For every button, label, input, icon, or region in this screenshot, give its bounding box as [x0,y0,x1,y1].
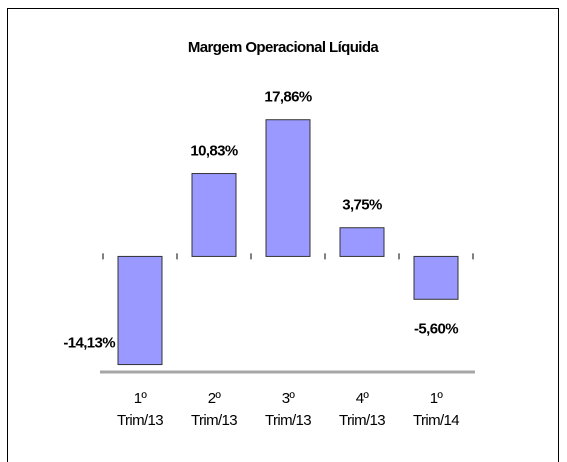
x-tick-label: 4º [356,390,370,407]
x-tick-label: Trim/13 [339,412,385,429]
x-tick-label: 3º [282,390,296,407]
value-label: 17,86% [264,89,312,106]
value-label: 3,75% [342,197,382,214]
bar [265,119,311,257]
bar [413,255,459,300]
value-label: -14,13% [63,335,115,352]
bar [117,255,163,366]
x-tick-label: Trim/14 [413,412,459,429]
x-tick-label: Trim/13 [191,412,237,429]
x-tick-label: Trim/13 [117,412,163,429]
x-tick-label: 2º [208,390,222,407]
chart-title: Margem Operacional Líquida [188,39,380,56]
x-tick-label: Trim/13 [265,412,311,429]
bar [339,227,385,257]
value-label: 10,83% [190,143,238,160]
bar [191,173,237,257]
x-tick-label: 1º [430,390,444,407]
value-label: -5,60% [414,320,458,337]
chart-border [7,8,559,462]
x-tick-label: 1º [134,390,148,407]
